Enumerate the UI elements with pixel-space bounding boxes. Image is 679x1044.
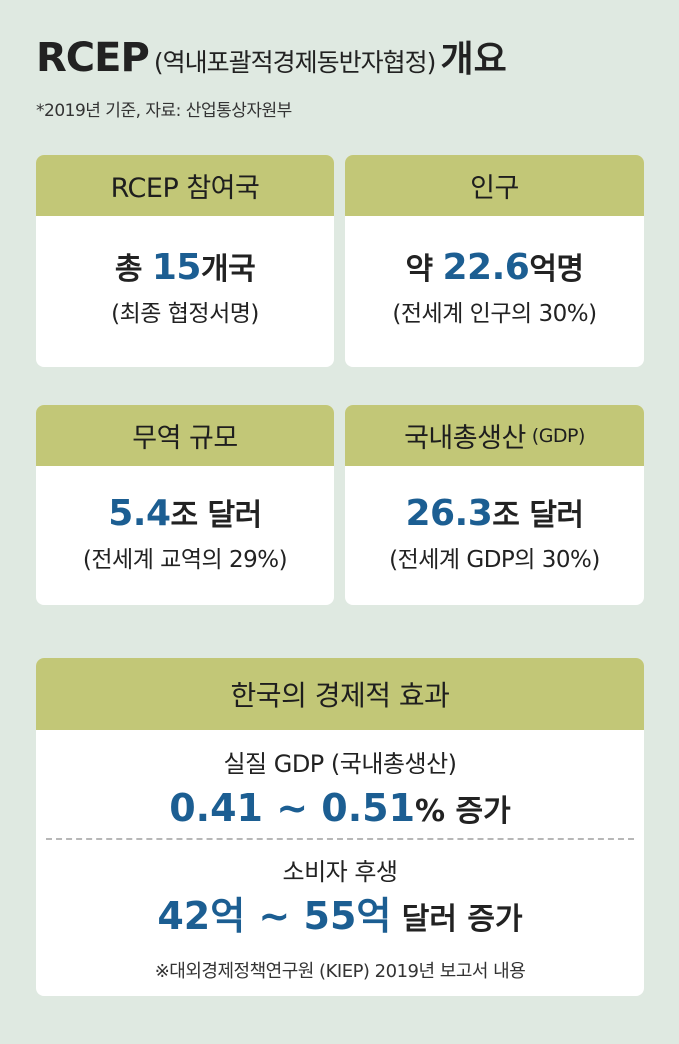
trade-value: 5.4 [108,493,171,534]
trade-suffix: 조 달러 [170,498,263,533]
effect-consumer-value: 42억 ~ 55억 [157,894,392,938]
dashed-divider [46,838,634,840]
card-population-head: 인구 [345,155,644,216]
title-end: 개요 [440,39,507,80]
effect-real-gdp-value-line: 0.41 ~ 0.51% 증가 [36,789,644,827]
effect-consumer-value-line: 42억 ~ 55억 달러 증가 [36,897,644,935]
effect-consumer-welfare: 소비자 후생 42억 ~ 55억 달러 증가 [36,840,644,935]
members-detail: (최종 협정서명) [111,301,259,327]
effect-real-gdp: 실질 GDP (국내총생산) 0.41 ~ 0.51% 증가 [36,730,644,838]
source-note: *2019년 기준, 자료: 산업통상자원부 [36,101,292,121]
members-value: 15 [151,247,202,288]
gdp-detail: (전세계 GDP의 30%) [389,547,600,573]
members-prefix: 총 [114,252,152,287]
members-suffix: 개국 [200,252,256,287]
card-gdp: 국내총생산 (GDP) 26.3조 달러 (전세계 GDP의 30%) [345,405,644,605]
card-population-value-line: 약 22.6억명 [345,250,644,286]
effect-consumer-label: 소비자 후생 [282,858,398,886]
effect-real-gdp-value: 0.41 ~ 0.51 [169,786,416,830]
card-members: RCEP 참여국 총 15개국 (최종 협정서명) [36,155,334,367]
card-gdp-body: 26.3조 달러 (전세계 GDP의 30%) [345,466,644,574]
population-suffix: 억명 [529,252,584,287]
trade-detail: (전세계 교역의 29%) [82,547,288,573]
card-population-body: 약 22.6억명 (전세계 인구의 30%) [345,216,644,328]
card-trade: 무역 규모 5.4조 달러 (전세계 교역의 29%) [36,405,334,605]
gdp-value: 26.3 [405,493,493,534]
card-members-head: RCEP 참여국 [36,155,334,216]
effects-source-note: ※대외경제정책연구원 (KIEP) 2019년 보고서 내용 [154,961,526,982]
gdp-head-abbr: (GDP) [531,424,586,447]
card-trade-head: 무역 규모 [36,405,334,466]
effect-real-gdp-label: 실질 GDP (국내총생산) [223,750,457,778]
page-title: RCEP (역내포괄적경제동반자협정) 개요 [36,38,507,78]
card-members-value-line: 총 15개국 [36,250,334,286]
card-trade-body: 5.4조 달러 (전세계 교역의 29%) [36,466,334,574]
population-value: 22.6 [442,247,530,288]
title-parenthetical: (역내포괄적경제동반자협정) [153,48,437,77]
population-detail: (전세계 인구의 30%) [392,301,597,327]
card-trade-value-line: 5.4조 달러 [36,496,334,532]
gdp-suffix: 조 달러 [492,498,584,533]
population-prefix: 약 [405,252,443,287]
card-gdp-head: 국내총생산 (GDP) [345,405,644,466]
effect-real-gdp-suffix: % 증가 [415,794,511,829]
effect-consumer-suffix: 달러 증가 [391,902,523,937]
card-population: 인구 약 22.6억명 (전세계 인구의 30%) [345,155,644,367]
card-members-body: 총 15개국 (최종 협정서명) [36,216,334,328]
card-gdp-value-line: 26.3조 달러 [345,496,644,532]
gdp-head-label: 국내총생산 [404,423,526,454]
title-main: RCEP [36,35,150,81]
card-effects: 한국의 경제적 효과 실질 GDP (국내총생산) 0.41 ~ 0.51% 증… [36,658,644,996]
card-effects-head: 한국의 경제적 효과 [36,658,644,730]
